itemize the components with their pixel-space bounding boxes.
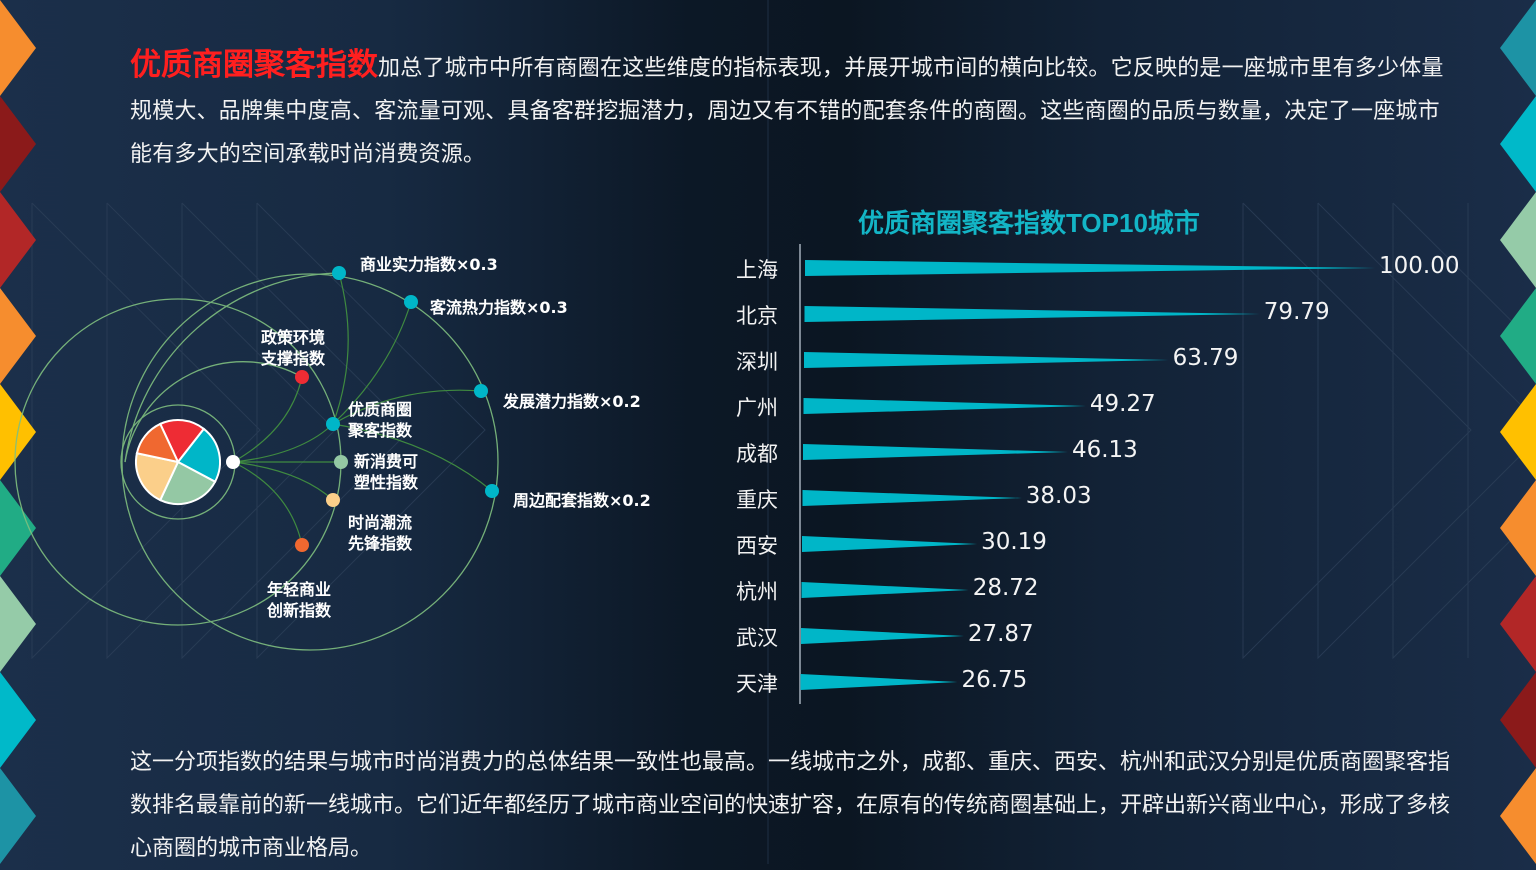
node-development <box>474 384 488 398</box>
pie-slice <box>135 452 180 502</box>
right-triangle <box>1500 384 1536 480</box>
right-triangle <box>1500 192 1536 288</box>
label-commercial-strength: 商业实力指数×0.3 <box>360 255 498 274</box>
left-triangle <box>0 480 36 576</box>
bar-wedge <box>800 674 958 690</box>
left-triangle <box>0 672 36 768</box>
node-quality-mall <box>326 417 340 431</box>
label-surroundings: 周边配套指数×0.2 <box>513 491 651 510</box>
value-label: 28.72 <box>972 575 1039 601</box>
value-label: 26.75 <box>961 667 1028 693</box>
bar-wedge <box>802 490 1022 506</box>
intro-paragraph: 优质商圈聚客指数加总了城市中所有商圈在这些维度的指标表现，并展开城市间的横向比较… <box>130 44 1450 176</box>
left-triangle <box>0 576 36 672</box>
outer-ring <box>121 273 499 651</box>
bar-wedge <box>802 536 978 552</box>
city-label: 深圳 <box>736 350 778 374</box>
left-triangle <box>0 768 36 864</box>
bar-wedge <box>801 582 969 598</box>
hub-node <box>226 455 240 469</box>
bar-wedge <box>801 628 964 644</box>
bar-wedge <box>804 306 1260 322</box>
city-label: 重庆 <box>736 488 778 512</box>
left-triangle <box>0 0 36 96</box>
value-label: 30.19 <box>981 529 1047 555</box>
right-triangle <box>1500 576 1536 672</box>
city-label: 北京 <box>736 304 778 328</box>
bar-wedge <box>803 444 1068 460</box>
label-quality-mall: 优质商圈 聚客指数 <box>348 400 413 440</box>
bar-wedge <box>804 352 1169 368</box>
bar-wedge <box>805 260 1375 276</box>
node-surroundings <box>485 484 499 498</box>
chart-axis <box>799 244 801 704</box>
outro-paragraph: 这一分项指数的结果与城市时尚消费力的总体结果一致性也最高。一线城市之外，成都、重… <box>130 750 1451 861</box>
value-label: 49.27 <box>1089 391 1156 417</box>
city-label: 上海 <box>736 258 778 282</box>
intro-highlight: 优质商圈聚客指数 <box>130 47 378 83</box>
value-label: 46.13 <box>1071 437 1138 463</box>
label-traffic-heat: 客流热力指数×0.3 <box>430 298 568 317</box>
left-triangle <box>0 96 36 192</box>
right-triangle <box>1500 0 1536 96</box>
right-triangle <box>1500 768 1536 864</box>
pie-slice <box>176 427 221 484</box>
right-triangle <box>1500 672 1536 768</box>
city-label: 广州 <box>736 396 778 420</box>
node-fashion <box>326 493 340 507</box>
city-label: 成都 <box>736 442 778 466</box>
chart-title: 优质商圈聚客指数TOP10城市 <box>858 208 1200 238</box>
arc-small <box>124 361 303 463</box>
value-label: 38.03 <box>1025 483 1092 509</box>
value-label: 79.79 <box>1263 299 1330 325</box>
arc-large <box>124 272 340 463</box>
node-policy <box>295 370 309 384</box>
node-young-business <box>295 538 309 552</box>
index-composition-diagram <box>14 266 499 651</box>
label-development: 发展潜力指数×0.2 <box>503 392 641 411</box>
city-label: 西安 <box>736 534 778 558</box>
value-label: 63.79 <box>1172 345 1239 371</box>
left-triangle <box>0 288 36 384</box>
value-label: 100.00 <box>1379 253 1460 279</box>
label-young-business: 年轻商业 创新指数 <box>267 580 332 620</box>
label-new-consumption: 新消费可 塑性指数 <box>354 452 419 492</box>
left-triangle-strip <box>0 0 36 864</box>
left-triangle <box>0 192 36 288</box>
value-label: 27.87 <box>967 621 1034 647</box>
node-commercial-strength <box>332 266 346 280</box>
right-triangle-strip <box>1500 0 1536 864</box>
city-label: 天津 <box>736 672 778 696</box>
right-triangle <box>1500 480 1536 576</box>
city-label: 杭州 <box>736 580 778 604</box>
node-new-consumption <box>334 455 348 469</box>
label-policy: 政策环境 支撑指数 <box>261 328 326 368</box>
label-fashion: 时尚潮流 先锋指数 <box>348 513 413 553</box>
intro-text: 加总了城市中所有商圈在这些维度的指标表现，并展开城市间的横向比较。它反映的是一座… <box>130 56 1444 167</box>
bar-wedge <box>803 398 1086 414</box>
right-triangle <box>1500 96 1536 192</box>
pie-chart-icon <box>135 419 221 505</box>
city-label: 武汉 <box>736 626 778 650</box>
pie-slice <box>135 422 180 464</box>
right-triangle <box>1500 288 1536 384</box>
node-traffic-heat <box>404 295 418 309</box>
